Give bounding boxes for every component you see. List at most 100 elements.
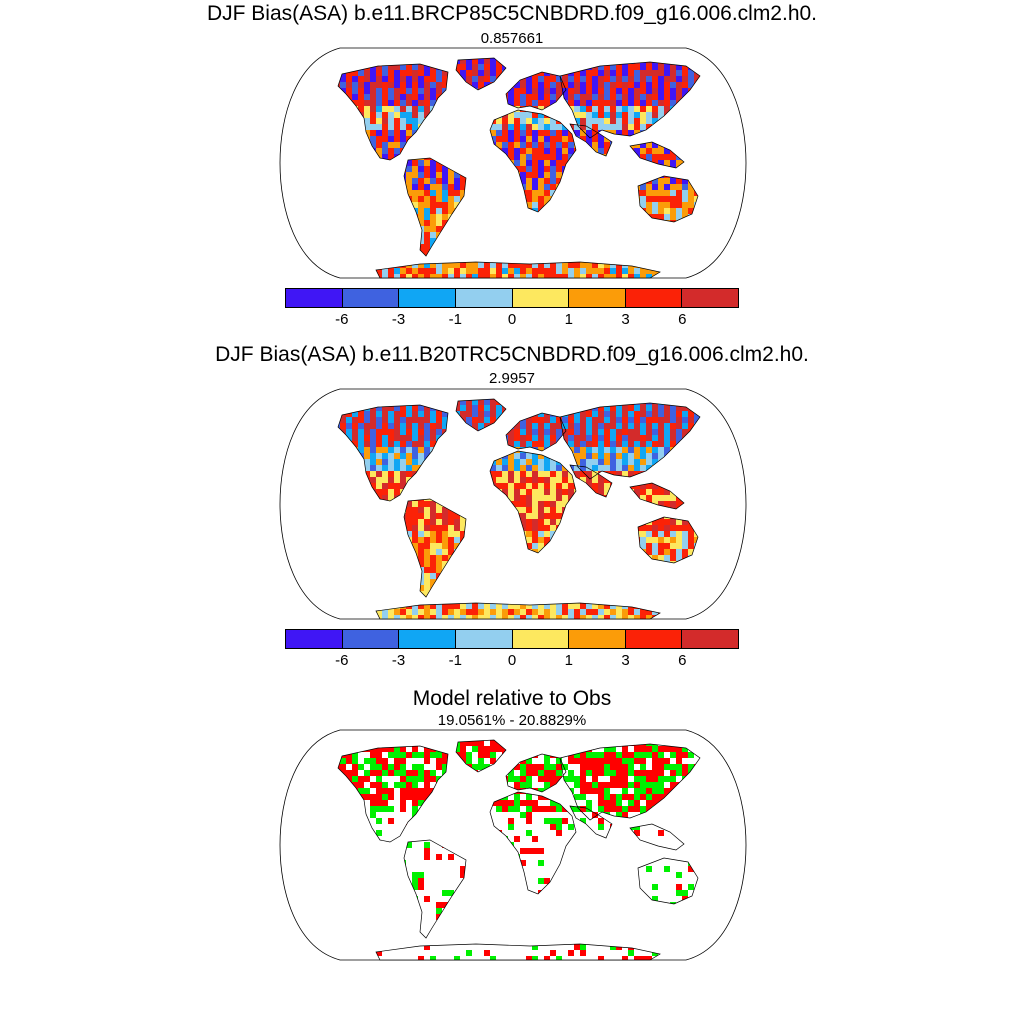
grid-cell	[472, 82, 478, 88]
grid-cell	[526, 435, 532, 441]
grid-cell	[550, 483, 556, 489]
grid-cell	[736, 399, 742, 405]
grid-cell	[442, 82, 448, 88]
grid-cell	[592, 136, 598, 142]
grid-cell	[562, 471, 568, 477]
grid-cell	[730, 423, 736, 429]
grid-cell	[412, 76, 418, 82]
grid-cell	[442, 166, 448, 172]
grid-cell	[628, 417, 634, 423]
grid-cell	[412, 411, 418, 417]
grid-cell	[610, 268, 616, 274]
colorbar-0-box-6	[625, 289, 683, 307]
grid-cell	[676, 190, 682, 196]
grid-cell	[418, 202, 424, 208]
grid-cell	[520, 459, 526, 465]
grid-cell	[472, 411, 478, 417]
grid-cell	[610, 112, 616, 118]
grid-cell	[364, 82, 370, 88]
grid-cell	[346, 423, 352, 429]
grid-cell	[658, 112, 664, 118]
grid-cell	[454, 172, 460, 178]
grid-cell	[394, 411, 400, 417]
grid-cell	[286, 70, 292, 76]
grid-cell	[436, 208, 442, 214]
grid-cell	[526, 513, 532, 519]
grid-cell	[394, 88, 400, 94]
grid-cell	[406, 118, 412, 124]
grid-cell	[424, 112, 430, 118]
grid-cell	[496, 405, 502, 411]
grid-cell	[628, 94, 634, 100]
grid-cell	[544, 429, 550, 435]
grid-cell	[406, 100, 412, 106]
grid-cell	[496, 70, 502, 76]
grid-cell	[640, 417, 646, 423]
grid-cell	[286, 58, 292, 64]
grid-cell	[616, 274, 622, 278]
grid-cell	[670, 495, 676, 501]
grid-cell	[640, 405, 646, 411]
grid-cell	[418, 501, 424, 507]
grid-cell	[742, 393, 748, 399]
grid-cell	[634, 465, 640, 471]
grid-cell	[292, 393, 298, 399]
grid-cell	[478, 274, 484, 278]
grid-cell	[550, 519, 556, 525]
grid-cell	[382, 441, 388, 447]
grid-cell	[622, 70, 628, 76]
grid-cell	[406, 411, 412, 417]
grid-cell	[712, 393, 718, 399]
grid-cell	[478, 405, 484, 411]
grid-cell	[382, 471, 388, 477]
grid-cell	[418, 178, 424, 184]
grid-cell	[424, 531, 430, 537]
grid-cell	[376, 405, 382, 411]
grid-cell	[496, 124, 502, 130]
grid-cell	[580, 136, 586, 142]
grid-cell	[532, 166, 538, 172]
grid-cell	[466, 411, 472, 417]
grid-cell	[580, 417, 586, 423]
grid-cell	[544, 507, 550, 513]
grid-cell	[364, 106, 370, 112]
grid-cell	[520, 489, 526, 495]
grid-cell	[400, 94, 406, 100]
grid-cell	[412, 459, 418, 465]
grid-cell	[394, 112, 400, 118]
grid-cell	[466, 76, 472, 82]
grid-cell	[418, 106, 424, 112]
grid-cell	[706, 268, 712, 274]
grid-cell	[652, 94, 658, 100]
grid-cell	[508, 100, 514, 106]
grid-cell	[664, 190, 670, 196]
grid-cell	[520, 82, 526, 88]
grid-cell	[406, 190, 412, 196]
grid-cell	[538, 118, 544, 124]
grid-cell	[742, 244, 748, 250]
grid-cell	[526, 154, 532, 160]
grid-cell	[562, 489, 568, 495]
grid-cell	[286, 411, 292, 417]
grid-cell	[364, 465, 370, 471]
grid-cell	[556, 429, 562, 435]
grid-cell	[358, 447, 364, 453]
grid-cell	[670, 154, 676, 160]
grid-cell	[526, 519, 532, 525]
grid-cell	[604, 411, 610, 417]
grid-cell	[676, 423, 682, 429]
grid-cell	[424, 447, 430, 453]
grid-cell	[736, 88, 742, 94]
grid-cell	[730, 58, 736, 64]
grid-cell	[424, 262, 430, 268]
grid-cell	[718, 393, 724, 399]
grid-cell	[616, 106, 622, 112]
grid-cell	[292, 268, 298, 274]
grid-cell	[646, 208, 652, 214]
grid-cell	[400, 70, 406, 76]
grid-cell	[280, 399, 286, 405]
grid-cell	[496, 262, 502, 268]
grid-cell	[370, 88, 376, 94]
grid-cell	[670, 184, 676, 190]
grid-cell	[430, 232, 436, 238]
